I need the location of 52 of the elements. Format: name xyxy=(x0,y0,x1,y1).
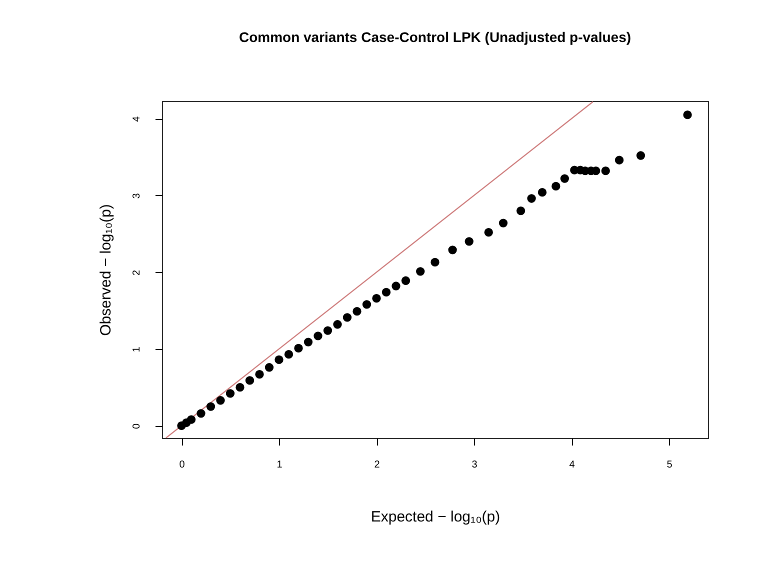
point xyxy=(601,166,610,176)
point xyxy=(186,415,196,424)
chart-title: Common variants Case-Control LPK (Unadjusted p-values) xyxy=(238,29,632,45)
point xyxy=(226,389,235,398)
point xyxy=(560,174,570,183)
x-tick-label: 2 xyxy=(374,460,380,470)
point xyxy=(245,376,254,385)
point xyxy=(294,344,303,353)
point xyxy=(527,194,536,203)
point xyxy=(196,409,206,418)
y-tick-label: 1 xyxy=(132,346,142,352)
x-tick-label: 5 xyxy=(666,460,673,470)
point xyxy=(683,110,692,120)
point xyxy=(264,363,274,372)
point xyxy=(382,288,391,296)
y-tick-label: 2 xyxy=(132,269,142,276)
point xyxy=(342,313,352,322)
y-axis-title: Observed − log₁₀(p) xyxy=(98,204,114,336)
point xyxy=(352,307,362,316)
point xyxy=(236,383,244,392)
point xyxy=(498,218,508,228)
y-tick-label: 4 xyxy=(132,116,142,122)
point xyxy=(448,246,457,254)
point xyxy=(484,228,493,237)
point xyxy=(464,237,474,246)
point xyxy=(255,370,264,379)
y-tick-label: 3 xyxy=(132,192,142,199)
x-axis-title: Expected − log₁₀(p) xyxy=(370,508,500,526)
point xyxy=(516,206,526,216)
point xyxy=(392,282,400,290)
x-tick-label: 1 xyxy=(276,460,283,470)
point xyxy=(430,258,440,267)
point xyxy=(333,320,342,329)
point xyxy=(206,402,216,411)
point xyxy=(538,188,547,197)
point xyxy=(372,294,381,303)
x-tick-label: 0 xyxy=(179,460,186,470)
point xyxy=(314,332,322,340)
point xyxy=(284,350,294,359)
point xyxy=(304,338,313,346)
point xyxy=(416,267,425,276)
point xyxy=(216,396,225,405)
point xyxy=(401,276,410,285)
x-tick-label: 4 xyxy=(569,460,576,470)
point xyxy=(362,300,372,309)
x-tick-label: 3 xyxy=(472,460,478,470)
point xyxy=(636,151,646,160)
point xyxy=(552,182,560,191)
point xyxy=(323,326,332,335)
point xyxy=(274,355,284,364)
point xyxy=(614,156,624,164)
y-tick-label: 0 xyxy=(132,423,142,429)
